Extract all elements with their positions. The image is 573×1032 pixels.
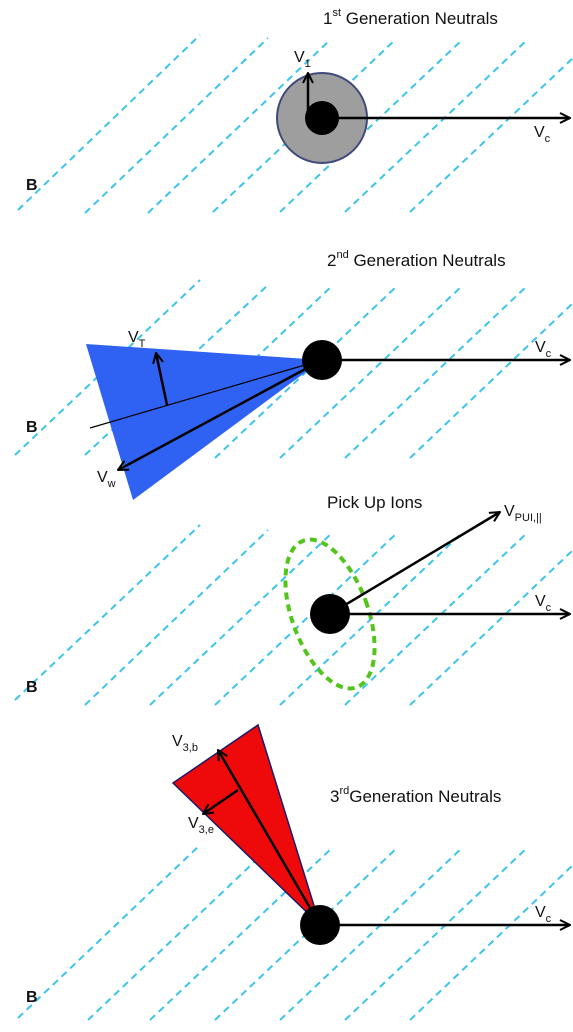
vw-arrow: [118, 358, 323, 472]
neutral-cone: [86, 344, 322, 500]
vt-arrow: [156, 353, 169, 406]
panel-title: 3rdGeneration Neutrals: [330, 785, 501, 806]
vpui-arrow: [329, 512, 500, 616]
vc-label: Vc: [535, 339, 552, 360]
cone-axis-line: [89, 359, 323, 429]
vc-label: Vc: [535, 904, 552, 925]
magnetic-field-lines: [14, 524, 573, 706]
vpui-label: VPUI,||: [504, 503, 542, 524]
panel-pick-up-ions: Pick Up Ions VPUI,|| Vc B: [14, 493, 573, 706]
v1-label: V1: [294, 49, 311, 70]
neutral-cone: [171, 723, 321, 926]
b-field-label: B: [26, 679, 38, 696]
panel-first-generation: 1st Generation Neutrals V1 Vc B: [17, 7, 573, 214]
pick-up-ion-ring: [283, 537, 377, 691]
b-field-label: B: [26, 989, 38, 1006]
b-field-label: B: [26, 419, 38, 436]
panel-second-generation: 2nd Generation Neutrals VT Vw Vc B: [14, 249, 573, 500]
v3e-arrow: [203, 788, 239, 814]
panel-title: Pick Up Ions: [327, 493, 422, 512]
vt-label: VT: [128, 329, 146, 350]
vc-label: Vc: [534, 124, 551, 145]
b-field-label: B: [26, 177, 38, 194]
panel-title: 1st Generation Neutrals: [323, 7, 498, 28]
magnetic-field-lines: [17, 844, 573, 1021]
vc-label: Vc: [535, 593, 552, 614]
vw-label: Vw: [97, 469, 116, 490]
panel-third-generation: 3rdGeneration Neutrals V3,b V3,e Vc B: [17, 723, 573, 1021]
v3b-label: V3,b: [172, 733, 198, 754]
v3b-arrow: [218, 750, 322, 926]
v3e-label: V3,e: [188, 815, 214, 836]
panel-title: 2nd Generation Neutrals: [327, 249, 506, 270]
